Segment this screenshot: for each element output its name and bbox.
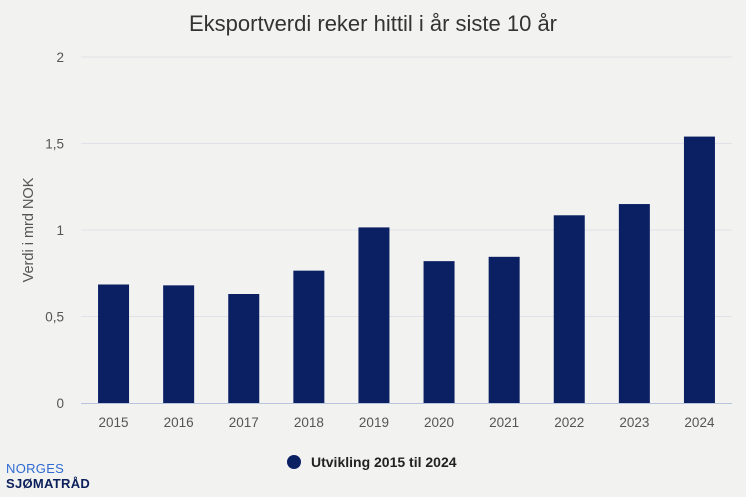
norges-sjomatrad-logo: NORGES SJØMATRÅD — [6, 461, 90, 491]
legend[interactable]: Utvikling 2015 til 2024 — [287, 454, 457, 470]
logo-line-2: SJØMATRÅD — [6, 476, 91, 491]
x-tick-label: 2021 — [489, 415, 519, 430]
y-tick-label: 1,5 — [45, 137, 64, 152]
bar-2018[interactable] — [293, 270, 325, 403]
x-tick-label: 2016 — [164, 415, 194, 430]
bar-2022[interactable] — [553, 215, 585, 403]
y-tick-label: 2 — [56, 50, 64, 65]
x-tick-label: 2019 — [359, 415, 389, 430]
bar-2020[interactable] — [423, 261, 455, 403]
x-tick-label: 2022 — [554, 415, 584, 430]
y-axis-title: Verdi i mrd NOK — [21, 177, 37, 282]
bar-2016[interactable] — [163, 285, 195, 403]
bar-2024[interactable] — [683, 136, 715, 403]
x-tick-label: 2018 — [294, 415, 324, 430]
bar-2023[interactable] — [618, 204, 650, 403]
bars — [98, 136, 715, 403]
y-tick-label: 0 — [56, 396, 64, 411]
chart-title: Eksportverdi reker hittil i år siste 10 … — [189, 11, 557, 36]
x-tick-label: 2024 — [684, 415, 715, 430]
y-tick-label: 1 — [56, 223, 64, 238]
y-tick-label: 0,5 — [45, 310, 64, 325]
legend-label[interactable]: Utvikling 2015 til 2024 — [311, 454, 457, 470]
x-tick-label: 2015 — [99, 415, 129, 430]
legend-marker[interactable] — [287, 455, 301, 469]
x-tick-label: 2023 — [619, 415, 649, 430]
bar-2017[interactable] — [228, 294, 260, 403]
y-axis-ticks: 0 0,5 1 1,5 2 — [45, 50, 64, 411]
bar-2015[interactable] — [98, 284, 130, 403]
x-axis-ticks: 2015 2016 2017 2018 2019 2020 2021 2022 2023 2024 — [99, 415, 715, 430]
bar-2021[interactable] — [488, 256, 520, 403]
x-tick-label: 2020 — [424, 415, 454, 430]
logo-line-1: NORGES — [6, 461, 65, 476]
x-tick-label: 2017 — [229, 415, 259, 430]
bar-2019[interactable] — [358, 227, 390, 403]
